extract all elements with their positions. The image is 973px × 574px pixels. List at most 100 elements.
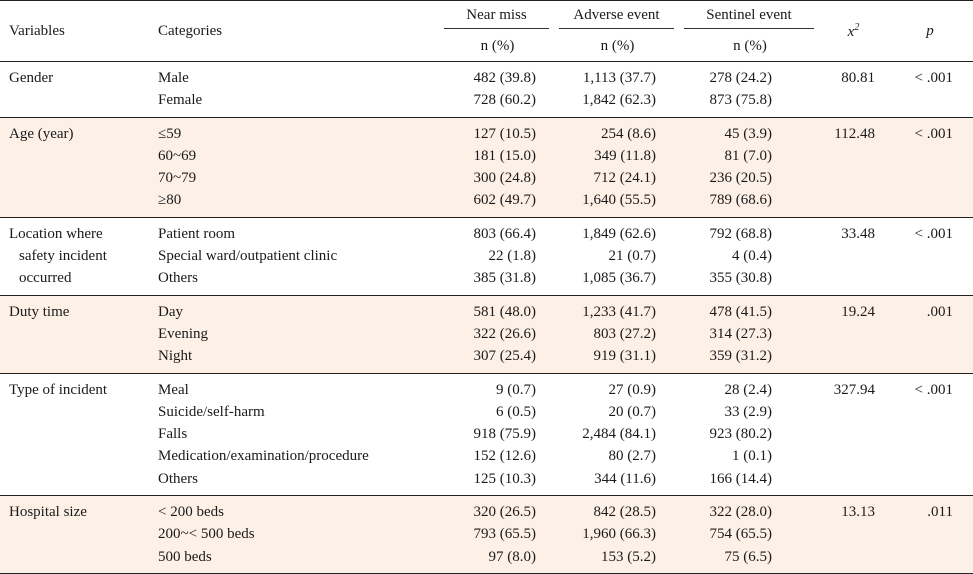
near-miss-cell: 385 (31.8) [473,270,537,287]
near-miss-cell: 322 (26.6) [473,325,537,342]
table-row: Night 307 (25.4) 919 (31.1) 359 (31.2) [0,345,973,374]
near-miss-cell: 6 (0.5) [496,403,536,420]
table-row: Special ward/outpatient clinic 22 (1.8) 21… [0,245,973,267]
sentinel-event-cell: 33 (2.9) [724,403,773,420]
table-row: Falls 918 (75.9) 2,484 (84.1) 923 (80.2) [0,423,973,445]
sentinel-event-cell: 4 (0.4) [732,248,772,265]
header-n-pct-adverse-event: n (%) [600,37,635,54]
near-miss-cell: 803 (66.4) [473,225,537,242]
header-n-pct-sentinel-event: n (%) [733,37,767,54]
adverse-event-cell: 1,233 (41.7) [582,303,656,320]
category-cell: < 200 beds [158,504,224,521]
sentinel-event-cell: 75 (6.5) [724,548,773,565]
sentinel-event-cell: 28 (2.4) [724,381,773,398]
near-miss-cell: 918 (75.9) [473,426,537,443]
header-adverse-event-label: Adverse event [559,3,674,29]
table-row: Others 125 (10.3) 344 (11.6) 166 (14.4) [0,468,973,496]
sentinel-event-cell: 314 (27.3) [709,325,773,342]
table-row: Medication/examination/procedure 152 (12.… [0,445,973,467]
adverse-event-cell: 1,113 (37.7) [582,70,656,86]
adverse-event-cell: 254 (8.6) [601,125,656,142]
category-cell: Night [158,348,193,365]
table-row: Female 728 (60.2) 1,842 (62.3) 873 (75.8) [0,89,973,117]
table-row: Type of incident Meal 9 (0.7) 27 (0.9) 28 (2… [0,373,973,401]
near-miss-cell: 22 (1.8) [488,248,537,265]
near-miss-cell: 127 (10.5) [473,125,537,142]
table-row: Evening 322 (26.6) 803 (27.2) 314 (27.3) [0,322,973,346]
chi-square-cell: 327.94 [833,381,875,398]
adverse-event-cell: 919 (31.1) [593,348,657,365]
table-row: Hospital size < 200 beds 320 (26.5) 842 (28… [0,495,973,524]
sentinel-event-cell: 45 (3.9) [724,125,773,142]
header-sentinel-event-label: Sentinel event [684,3,814,29]
table-row: Location where safety incident occurred Pat… [0,217,973,286]
table-row: 200~< 500 beds 793 (65.5) 1,960 (66.3) 754 … [0,523,973,546]
near-miss-cell: 125 (10.3) [473,470,537,487]
header-chi-square: x2 [820,1,887,62]
adverse-event-cell: 1,849 (62.6) [582,225,656,242]
chi-square-cell: 112.48 [834,125,875,142]
p-value-cell: .011 [927,504,953,521]
header-adverse-event: Adverse event [555,1,680,32]
near-miss-cell: 97 (8.0) [488,548,537,565]
adverse-event-cell: 842 (28.5) [593,504,657,521]
adverse-event-cell: 80 (2.7) [608,448,657,465]
adverse-event-cell: 349 (11.8) [594,147,656,164]
header-sentinel-event: Sentinel event [680,1,820,32]
p-value-cell: < .001 [914,225,953,242]
header-p: p [926,22,934,39]
table-row: Age (year) ≤59 127 (10.5) 254 (8.6) 45 (3.9)… [0,117,973,145]
table-row: Suicide/self-harm 6 (0.5) 20 (0.7) 33 (2.9) [0,401,973,423]
sentinel-event-cell: 359 (31.2) [709,348,773,365]
category-cell: Female [158,92,203,109]
sentinel-event-cell: 1 (0.1) [732,448,772,465]
category-cell: Day [158,303,183,320]
variable-label: Type of incident [9,381,108,398]
near-miss-cell: 482 (39.8) [473,70,537,86]
header-near-miss-label: Near miss [444,3,549,29]
near-miss-cell: 300 (24.8) [473,170,537,187]
table-row: 70~79 300 (24.8) 712 (24.1) 236 (20.5) [0,167,973,190]
adverse-event-cell: 1,085 (36.7) [582,270,656,287]
adverse-event-cell: 20 (0.7) [608,403,657,420]
sentinel-event-cell: 236 (20.5) [709,170,773,187]
variable-label: Duty time [9,303,70,320]
category-cell: Patient room [158,225,236,242]
category-cell: Suicide/self-harm [158,403,265,420]
p-value-cell: < .001 [914,70,953,86]
category-cell: Others [158,270,198,287]
header-categories: Categories [158,22,223,39]
variable-label: Hospital size [9,504,87,521]
category-cell: Evening [158,325,208,342]
header-row-1: Variables Categories Near miss Adverse e… [0,0,973,40]
sentinel-event-cell: 355 (30.8) [709,270,773,287]
category-cell: Others [158,470,198,487]
table-row: ≥80 602 (49.7) 1,640 (55.5) 789 (68.6) [0,189,973,218]
p-value-cell: < .001 [914,125,953,142]
table-row: Duty time Day 581 (48.0) 1,233 (41.7) 478 (4… [0,295,973,323]
p-value-cell: .001 [926,303,953,320]
adverse-event-cell: 153 (5.2) [601,548,656,565]
category-cell: 200~< 500 beds [158,526,255,543]
adverse-event-cell: 1,640 (55.5) [582,192,656,209]
adverse-event-cell: 712 (24.1) [593,170,657,187]
category-cell: 60~69 [158,147,197,164]
sentinel-event-cell: 81 (7.0) [724,147,773,164]
sentinel-event-cell: 322 (28.0) [709,504,773,521]
sentinel-event-cell: 923 (80.2) [709,426,773,443]
variable-cell: Gender [0,62,150,118]
sentinel-event-cell: 278 (24.2) [709,70,773,86]
near-miss-cell: 728 (60.2) [473,92,537,109]
table-row: 60~69 181 (15.0) 349 (11.8) 81 (7.0) [0,144,973,168]
header-n-pct-near-miss: n (%) [480,37,515,54]
adverse-event-cell: 21 (0.7) [608,248,657,265]
chi-square-cell: 80.81 [841,70,875,86]
variable-label: safety incident [19,248,107,265]
adverse-event-cell: 2,484 (84.1) [582,426,656,443]
variable-label: Gender [9,70,54,86]
sentinel-event-cell: 792 (68.8) [709,225,773,242]
near-miss-cell: 181 (15.0) [473,147,537,164]
p-value-cell: < .001 [914,381,953,398]
header-chi-symbol: x [847,23,855,40]
